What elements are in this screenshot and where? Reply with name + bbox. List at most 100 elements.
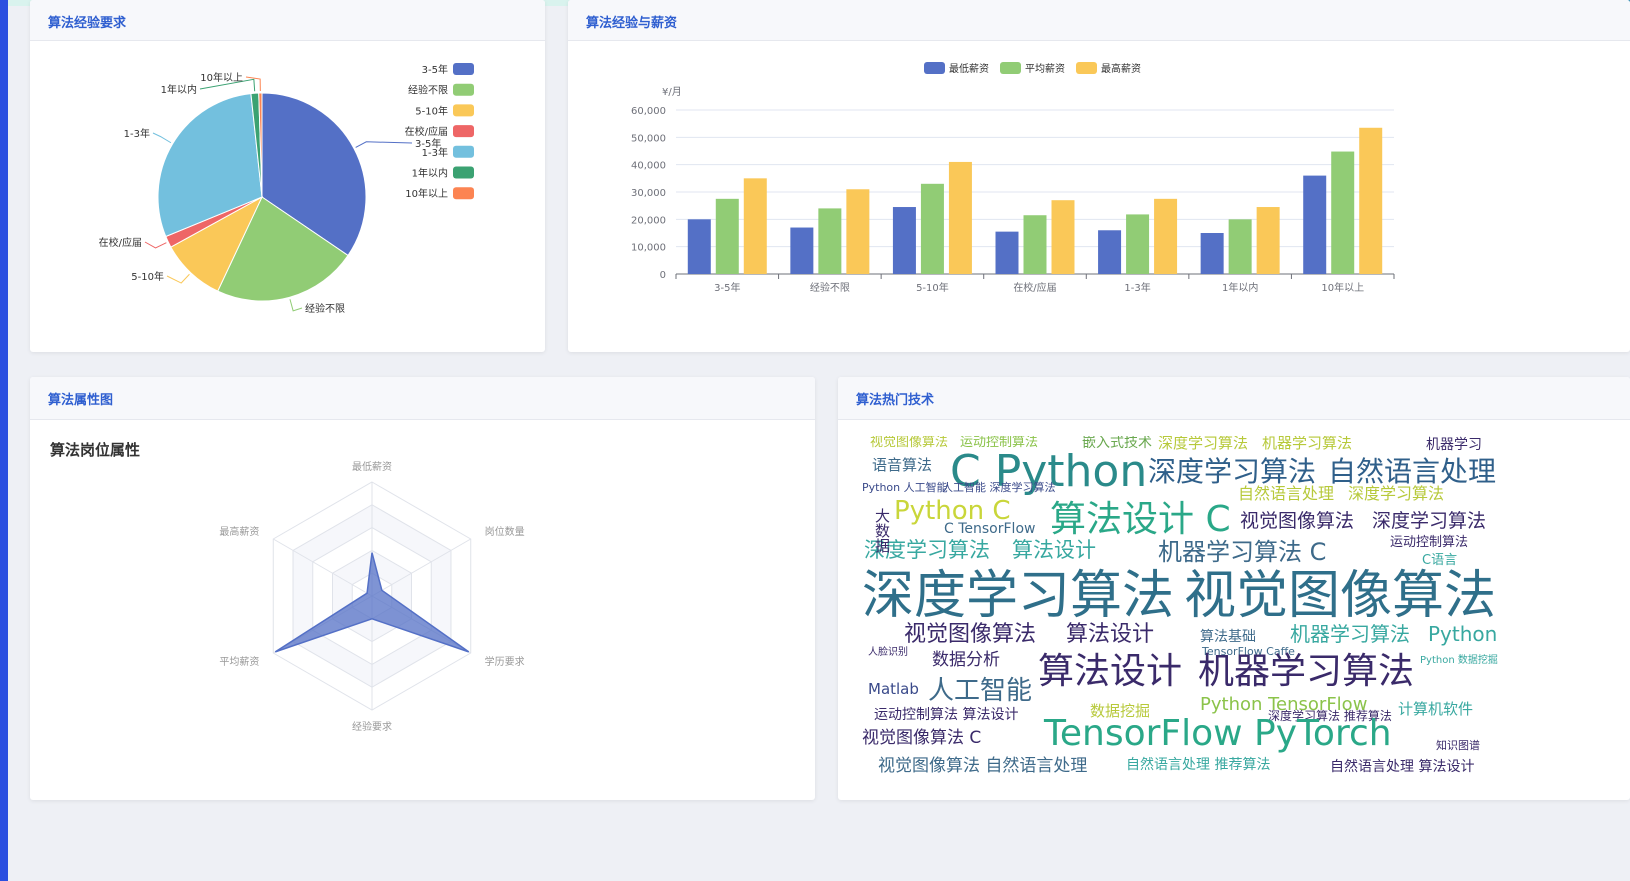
pie-legend-label: 经验不限 [408,84,448,97]
wordcloud-word: 算法设计 [1012,538,1096,562]
wordcloud-word: 视觉图像算法 C [862,728,982,748]
wordcloud-word: 机器学习算法 [1262,436,1353,452]
bar-legend-swatch [924,62,945,74]
wordcloud-word: Python 人工智能 [862,481,948,494]
bar-xtick-label: 3-5年 [714,281,740,294]
bar [846,189,870,274]
bar [1228,219,1252,274]
radar-indicator-label: 最高薪资 [219,525,259,538]
wordcloud-word: C语言 [1422,553,1458,568]
wordcloud-word: 深度学习算法 [862,566,1175,626]
wordcloud-word: 自然语言处理 算法设计 [1330,759,1475,775]
wordcloud-word: 深度学习算法 [864,538,990,562]
pie-label-line [289,299,303,312]
wordcloud-word: 机器学习算法 [1198,651,1415,692]
pie-legend-label: 3-5年 [422,63,448,76]
bar [818,208,842,274]
wordcloud-word: TensorFlow PyTorch [1044,713,1392,754]
bar-ytick-label: 20,000 [631,215,666,226]
wordcloud-word: 机器学习算法 [1290,622,1410,646]
pie-label-line [152,132,172,144]
wordcloud-word: 视觉图像算法 [1240,510,1355,532]
bar-xtick-label: 在校/应届 [1013,281,1056,294]
wordcloud-word: 算法设计 [1038,651,1183,692]
pie-label: 5-10年 [131,270,164,283]
wordcloud-word: 运动控制算法 算法设计 [874,707,1019,723]
bar [948,161,972,274]
pie-legend-swatch [453,145,474,158]
wordcloud-word: 人工智能 [928,676,1033,706]
word-cloud: 视觉图像算法 运动控制算法 嵌入式技术 深度学习算法 机器学习算法 机器学习 语音算法 C P… [862,436,1502,782]
wordcloud-word: Python 数据挖掘 [1420,655,1498,666]
bar [995,231,1019,274]
wordcloud-word: Python [1428,622,1498,646]
pie-slice [157,93,263,238]
pie-label: 1年以内 [161,83,197,96]
bar [1200,233,1224,274]
wordcloud-word: 视觉图像算法 [870,436,949,450]
wordcloud-word: 语音算法 [872,456,933,474]
radar-indicator-label: 学历要求 [485,655,525,668]
bar [1303,175,1327,274]
wordcloud-word: 运动控制算法 [960,436,1039,450]
wordcloud-word: Python C [894,496,1011,526]
wordcloud-word: TensorFlow Caffe [1202,645,1295,658]
wordcloud-word: 自然语言处理 [1328,455,1497,488]
radar-axis [273,538,373,597]
wordcloud-word: 机器学习 [1426,437,1482,453]
radar-axis [371,538,471,597]
pie-card: 算法经验要求 3-5年 经验不限 5-10年 在校/应届 1-3年 1年以内 10年以上 3-… [30,0,545,352]
bar [1256,207,1280,274]
bar-legend-swatch [1076,62,1097,74]
bar [920,183,944,274]
bar [1154,198,1178,274]
pie-chart: 3-5年经验不限5-10年在校/应届1-3年1年以内10年以上3-5年经验不限5… [99,63,474,315]
wordcloud-word: 机器学习算法 C [1158,538,1327,566]
wordcloud-word: 运动控制算法 [1390,535,1469,550]
wordcloud-word: 大数据 [873,508,891,553]
wordcloud-word: 深度学习算法 [1372,510,1487,532]
pie-legend-label: 1年以内 [412,167,448,180]
bar [1126,214,1150,274]
wordcloud-word: 视觉图像算法 [1184,566,1497,626]
pie-label-line [166,273,190,284]
bar-card-header: 算法经验与薪资 [568,0,1630,41]
bar [687,219,711,274]
wordcloud-word: 深度学习算法 [1148,455,1317,488]
radar-indicator-label: 平均薪资 [219,656,259,668]
wordcloud-word: 计算机软件 [1398,700,1474,718]
bar [743,178,767,274]
pie-legend-label: 5-10年 [415,104,448,117]
bar [1023,215,1047,274]
radar-card-title: 算法属性图 [48,393,114,408]
pie-label: 10年以上 [200,71,243,84]
pie-legend-label: 10年以上 [405,187,448,200]
bar [790,227,814,274]
wordcloud-word: 深度学习算法 [1158,436,1249,452]
pie-label: 3-5年 [415,137,441,150]
bar [1098,230,1122,274]
radar-area [274,552,470,653]
bar-xtick-label: 1年以内 [1222,281,1258,294]
wordcloud-word: 视觉图像算法 [904,622,1037,647]
bar-xtick-label: 经验不限 [810,281,850,294]
pie-label-line [355,141,413,148]
wordcloud-word: 算法设计 [1066,622,1155,647]
bar-legend-label: 平均薪资 [1025,63,1065,75]
bar-ytick-label: 40,000 [631,161,666,172]
wordcloud-word: C Python [950,446,1148,497]
bar-ytick-label: 30,000 [631,188,666,199]
wordcloud-card-header: 算法热门技术 [838,377,1630,420]
wordcloud-word: 数据分析 [932,650,1000,670]
bar [1051,200,1075,274]
bar [1359,127,1383,275]
bar-legend-label: 最低薪资 [949,62,989,75]
wordcloud-word: Python TensorFlow [1200,694,1368,715]
bar-chart: 0 10,000 20,000 30,000 40,000 50,000 60,000 ¥/月… [631,62,1395,294]
bar-ytick-label: 10,000 [631,243,666,254]
bar-ytick-label: 0 [660,270,666,281]
bar-xtick-label: 10年以上 [1321,281,1364,294]
wordcloud-card: 算法热门技术 [838,377,1630,800]
wordcloud-word: 视觉图像算法 自然语言处理 [878,756,1088,776]
radar-indicator-label: 最低薪资 [352,460,392,473]
